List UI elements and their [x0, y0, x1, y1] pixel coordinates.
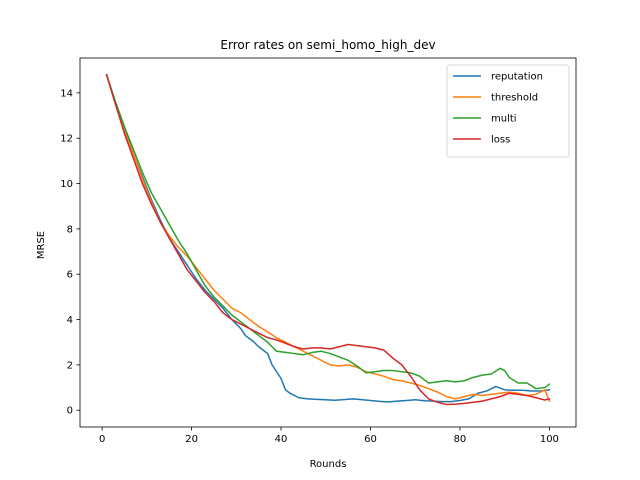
y-tick-label: 6 — [67, 270, 73, 281]
axes: 0 20 40 60 80 100 0 2 4 6 8 10 12 14 — [60, 57, 577, 445]
x-tick-label: 0 — [99, 434, 105, 445]
x-axis-label: Rounds — [310, 459, 347, 470]
series-line-multi — [105, 73, 551, 390]
y-axis-label: MRSE — [36, 231, 47, 259]
y-tick-label: 0 — [67, 406, 73, 417]
legend: reputation threshold multi loss — [446, 64, 570, 158]
y-tick-label: 4 — [67, 315, 73, 326]
x-tick-label: 60 — [364, 434, 377, 445]
series-line-loss — [105, 73, 551, 406]
axes-frame — [79, 57, 577, 428]
legend-label-loss: loss — [491, 135, 510, 146]
x-tick-label: 20 — [185, 434, 198, 445]
x-tick-label: 40 — [275, 434, 288, 445]
legend-label-reputation: reputation — [491, 72, 543, 83]
y-tick-label: 8 — [67, 224, 73, 235]
chart-title: Error rates on semi_homo_high_dev — [220, 38, 435, 52]
y-tick-label: 10 — [60, 179, 73, 190]
x-tick-label: 100 — [540, 434, 559, 445]
y-tick-label: 14 — [60, 88, 73, 99]
series-line-threshold — [105, 73, 551, 403]
legend-box — [446, 64, 570, 158]
legend-label-threshold: threshold — [491, 93, 538, 104]
plot-area — [105, 73, 551, 406]
y-tick-label: 2 — [67, 360, 73, 371]
series-line-reputation — [105, 73, 551, 403]
x-tick-label: 80 — [454, 434, 467, 445]
y-tick-label: 12 — [60, 134, 73, 145]
legend-label-multi: multi — [491, 114, 517, 125]
